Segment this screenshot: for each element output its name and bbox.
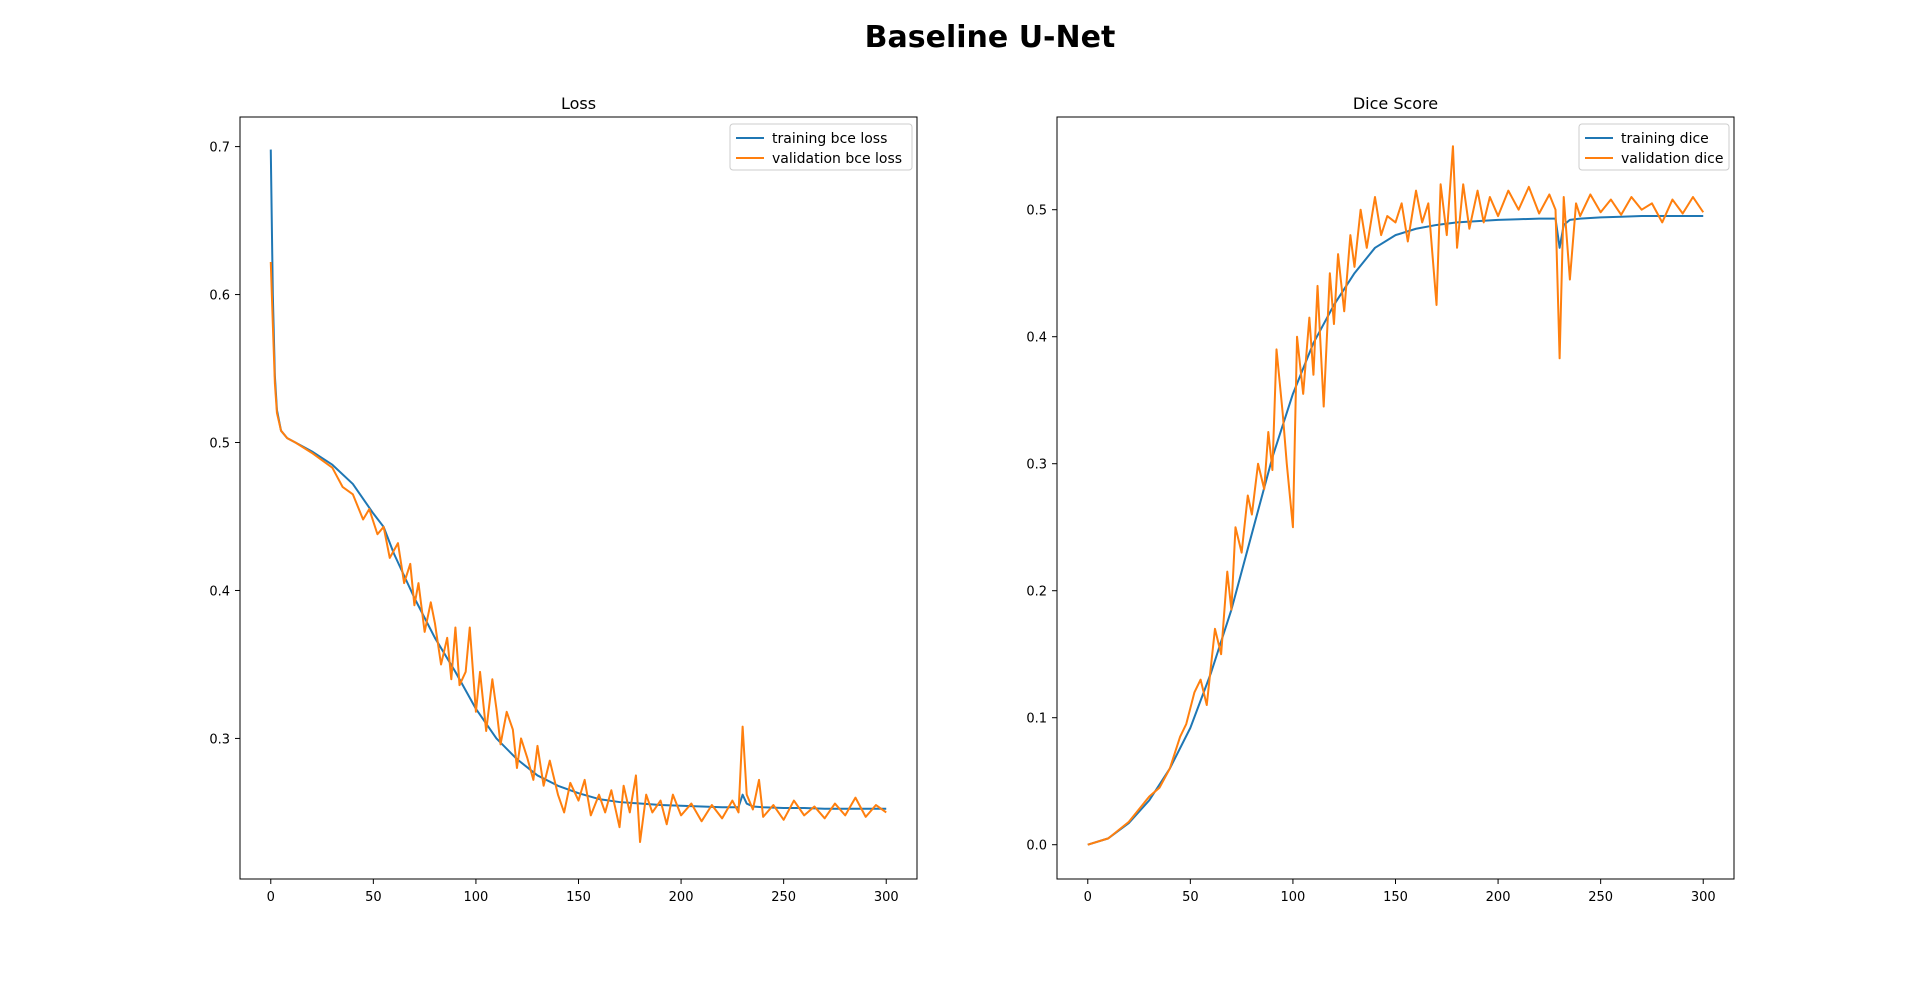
x-tick-label: 100 [1281,890,1306,905]
x-tick-label: 250 [771,890,796,905]
x-tick-label: 200 [1486,890,1511,905]
series-line-training-dice [1087,215,1704,846]
chart-dice-score: Dice Score 0 50 100 150 200 250 300 0.0 0.1 0.2 0.3… [1026,94,1735,905]
series-line-validation-bce-loss [269,261,887,844]
y-tick-label: 0.2 [1026,585,1047,600]
legend: training dice validation dice [1578,123,1730,171]
y-tick-label: 0.4 [209,584,230,599]
x-tick-label: 0 [267,890,275,905]
legend-box [1578,123,1730,171]
x-tick-label: 50 [365,890,382,905]
chart-title: Loss [561,94,596,113]
legend-box [729,123,913,171]
y-tick-label: 0.6 [209,289,230,304]
y-tick-label: 0.4 [1026,331,1047,346]
series-line-training-bce-loss [269,149,887,810]
x-tick-label: 200 [669,890,694,905]
legend: training bce loss validation bce loss [729,123,913,171]
x-tick-label: 250 [1588,890,1613,905]
series-group [269,149,887,844]
figure-title: Baseline U-Net [864,20,1116,55]
y-tick-label: 0.3 [1026,458,1047,473]
legend-label: training dice [1621,131,1709,147]
x-tick-label: 100 [464,890,489,905]
legend-label: validation bce loss [772,151,902,167]
chart-loss: Loss 0 50 100 150 200 250 300 0.3 0.4 0.5 0.6 0.7 tra… [209,94,918,905]
legend-label: training bce loss [772,131,887,147]
x-tick-label: 50 [1182,890,1199,905]
legend-label: validation dice [1621,151,1723,167]
axes-frame [239,116,918,880]
chart-title: Dice Score [1353,94,1438,113]
y-tick-label: 0.0 [1026,839,1047,854]
x-tick-label: 300 [1691,890,1716,905]
x-tick-label: 0 [1084,890,1092,905]
y-tick-label: 0.5 [1026,204,1047,219]
x-tick-label: 150 [566,890,591,905]
y-tick-label: 0.7 [209,141,230,156]
series-group [1087,145,1705,846]
axes-frame [1056,116,1735,880]
y-tick-label: 0.3 [209,732,230,747]
x-tick-label: 300 [874,890,899,905]
series-line-validation-dice [1087,145,1705,846]
y-tick-label: 0.1 [1026,712,1047,727]
x-tick-label: 150 [1383,890,1408,905]
y-tick-label: 0.5 [209,437,230,452]
